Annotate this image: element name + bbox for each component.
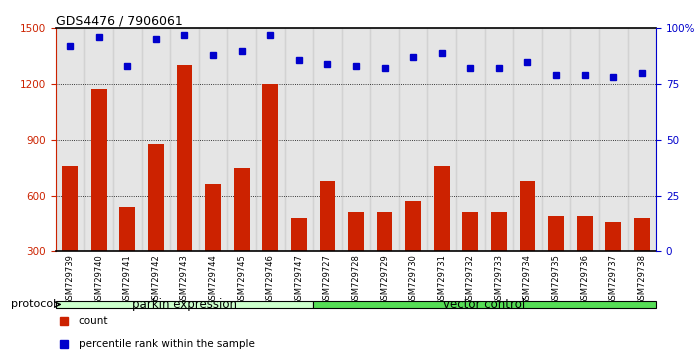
Bar (570, 28, 599, 251)
Bar (313, 301, 656, 308)
Bar (148, 144, 164, 307)
Bar (377, 212, 392, 307)
Bar (142, 28, 170, 251)
Bar (456, 28, 484, 251)
Text: percentile rank within the sample: percentile rank within the sample (79, 339, 255, 349)
Bar (262, 84, 278, 307)
Bar (199, 28, 228, 251)
Bar (370, 28, 399, 251)
Bar (56, 301, 313, 308)
Bar (320, 181, 335, 307)
Bar (548, 216, 564, 307)
Text: parkin expression: parkin expression (132, 298, 237, 311)
Bar (605, 222, 621, 307)
Bar (84, 28, 113, 251)
Bar (91, 89, 107, 307)
Text: GDS4476 / 7906061: GDS4476 / 7906061 (56, 14, 183, 27)
Bar (348, 212, 364, 307)
Bar (513, 28, 542, 251)
Bar (170, 28, 199, 251)
Bar (399, 28, 427, 251)
Bar (56, 28, 84, 251)
Text: vector control: vector control (443, 298, 526, 311)
Bar (491, 212, 507, 307)
Bar (427, 28, 456, 251)
Bar (484, 28, 513, 251)
Bar (434, 166, 450, 307)
Text: protocol: protocol (10, 299, 56, 309)
Bar (634, 218, 650, 307)
Bar (177, 65, 193, 307)
Bar (113, 28, 142, 251)
Bar (406, 201, 421, 307)
Bar (542, 28, 570, 251)
Bar (519, 181, 535, 307)
Bar (234, 168, 249, 307)
Bar (342, 28, 370, 251)
Bar (628, 28, 656, 251)
Bar (205, 184, 221, 307)
Bar (256, 28, 285, 251)
Bar (463, 212, 478, 307)
Bar (599, 28, 628, 251)
Bar (577, 216, 593, 307)
Bar (62, 166, 78, 307)
Bar (285, 28, 313, 251)
Bar (313, 28, 342, 251)
Bar (228, 28, 256, 251)
Text: count: count (79, 316, 108, 326)
Bar (119, 207, 135, 307)
Bar (291, 218, 306, 307)
